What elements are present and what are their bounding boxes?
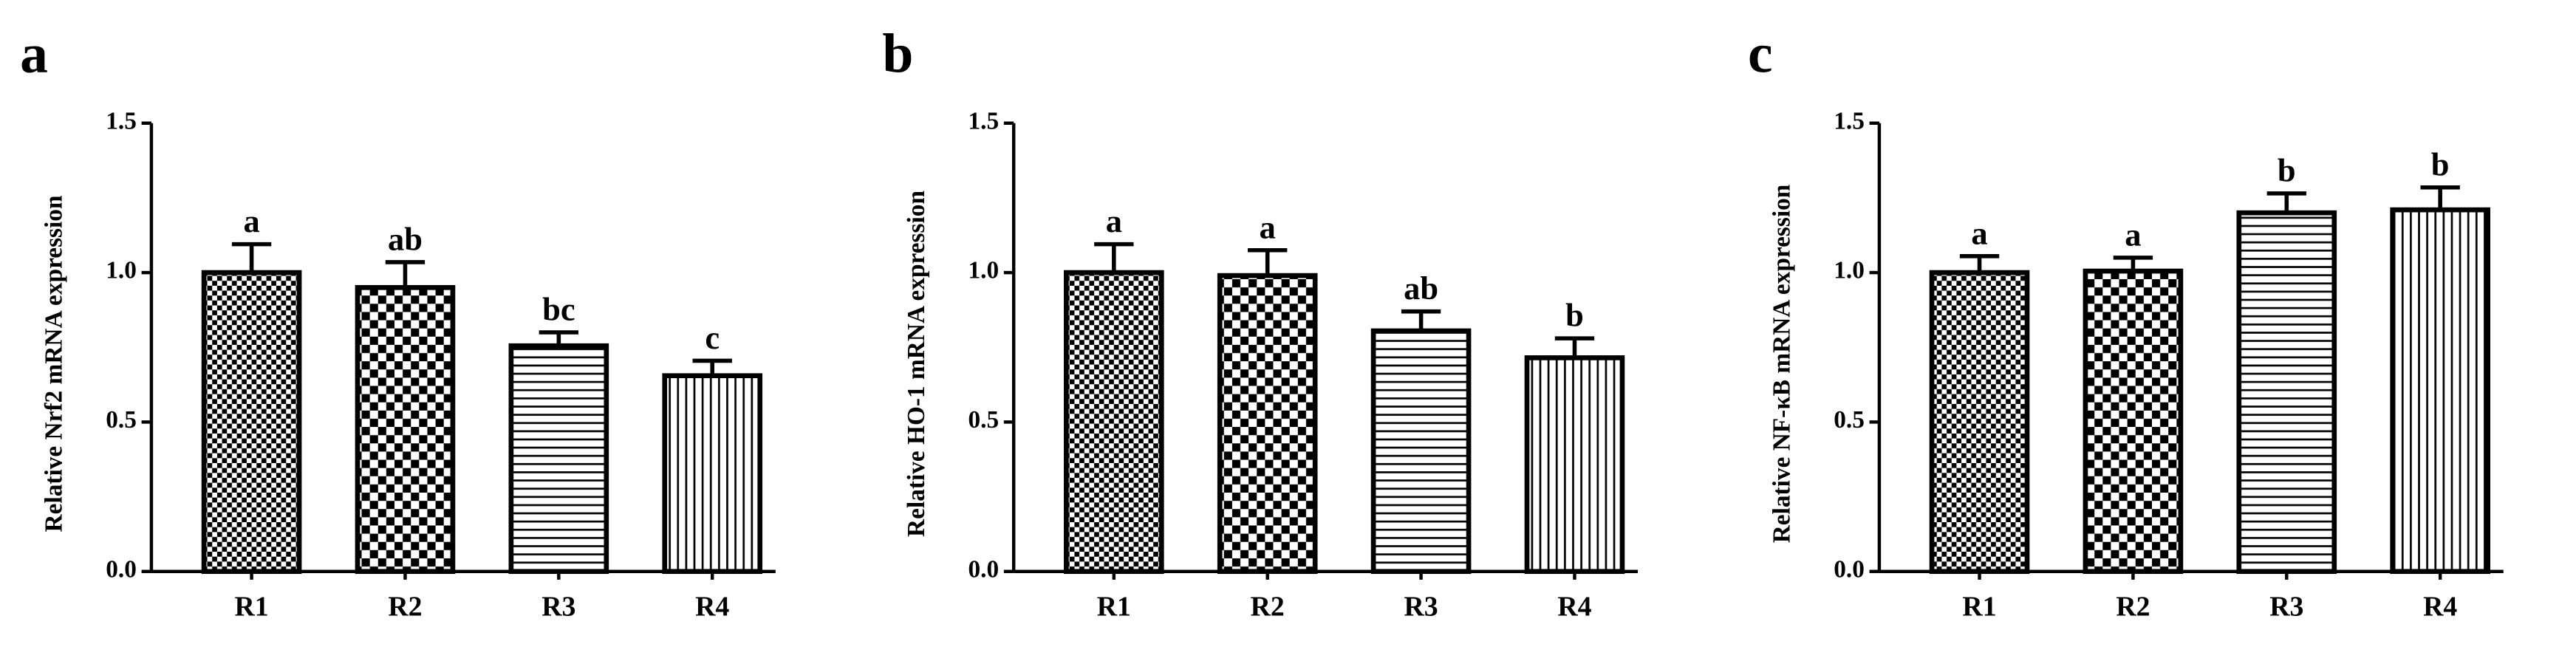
bar bbox=[1064, 270, 1164, 575]
error-bar bbox=[2266, 191, 2306, 213]
y-tick-label: 1.5 bbox=[1834, 107, 1865, 134]
significance-label: b bbox=[1565, 297, 1584, 334]
bar bbox=[662, 373, 763, 575]
y-tick-label: 1.0 bbox=[1834, 257, 1865, 284]
x-tick-label: R3 bbox=[541, 592, 575, 623]
bar bbox=[201, 270, 302, 575]
x-tick-label: R1 bbox=[1962, 592, 1996, 623]
y-tick-label: 1.5 bbox=[968, 107, 1000, 134]
y-tick-label: 1.0 bbox=[106, 257, 137, 284]
y-axis-label: Relative NF-κB mRNA expression bbox=[1769, 184, 1796, 543]
significance-label: c bbox=[705, 319, 720, 356]
error-bar bbox=[1401, 309, 1441, 331]
x-tick-label: R3 bbox=[2269, 592, 2303, 623]
x-tick-label: R1 bbox=[234, 592, 268, 623]
bar bbox=[2236, 210, 2337, 575]
x-tick-label: R4 bbox=[2423, 592, 2457, 623]
x-tick-label: R2 bbox=[2116, 592, 2150, 623]
error-bar bbox=[1554, 336, 1595, 358]
error-bar bbox=[1248, 247, 1288, 276]
significance-label: a bbox=[1971, 214, 1987, 251]
bar bbox=[2390, 207, 2490, 575]
bar bbox=[1524, 355, 1625, 575]
bar bbox=[355, 284, 456, 575]
y-tick-label: 0.5 bbox=[106, 406, 137, 434]
significance-label: a bbox=[1260, 208, 1276, 245]
significance-label: a bbox=[243, 202, 259, 239]
error-bar bbox=[692, 358, 732, 376]
bar bbox=[2083, 268, 2184, 575]
significance-label: bc bbox=[542, 291, 575, 328]
bar bbox=[1370, 328, 1472, 575]
panel-label: a bbox=[20, 23, 48, 84]
panel-label: b bbox=[882, 23, 913, 84]
significance-label: ab bbox=[1404, 270, 1438, 307]
bar bbox=[508, 343, 609, 575]
significance-label: b bbox=[2278, 151, 2296, 188]
error-bar bbox=[385, 260, 426, 288]
significance-label: a bbox=[2125, 216, 2141, 253]
y-axis-label: Relative HO-1 mRNA expression bbox=[903, 191, 930, 537]
x-tick-label: R2 bbox=[1251, 592, 1285, 623]
panel-label: c bbox=[1748, 23, 1773, 84]
significance-label: ab bbox=[388, 220, 423, 257]
y-tick-label: 1.5 bbox=[106, 107, 137, 134]
error-bar bbox=[2420, 185, 2460, 210]
x-tick-label: R1 bbox=[1097, 592, 1131, 623]
bar bbox=[1217, 273, 1318, 575]
x-tick-label: R4 bbox=[1557, 592, 1591, 623]
bar bbox=[1929, 270, 2030, 575]
x-tick-label: R4 bbox=[695, 592, 729, 623]
significance-label: a bbox=[1106, 202, 1122, 239]
y-tick-label: 1.0 bbox=[968, 257, 1000, 284]
y-tick-label: 0.5 bbox=[1834, 406, 1865, 434]
y-tick-label: 0.0 bbox=[1834, 555, 1865, 583]
error-bar bbox=[1094, 242, 1134, 273]
error-bar bbox=[231, 242, 272, 273]
y-tick-label: 0.0 bbox=[968, 555, 1000, 583]
y-tick-label: 0.0 bbox=[106, 555, 137, 583]
x-tick-label: R2 bbox=[388, 592, 422, 623]
y-tick-label: 0.5 bbox=[968, 406, 1000, 434]
y-axis-label: Relative Nrf2 mRNA expression bbox=[41, 195, 68, 532]
significance-label: b bbox=[2431, 146, 2450, 182]
error-bar bbox=[1959, 254, 2000, 273]
x-tick-label: R3 bbox=[1404, 592, 1438, 623]
